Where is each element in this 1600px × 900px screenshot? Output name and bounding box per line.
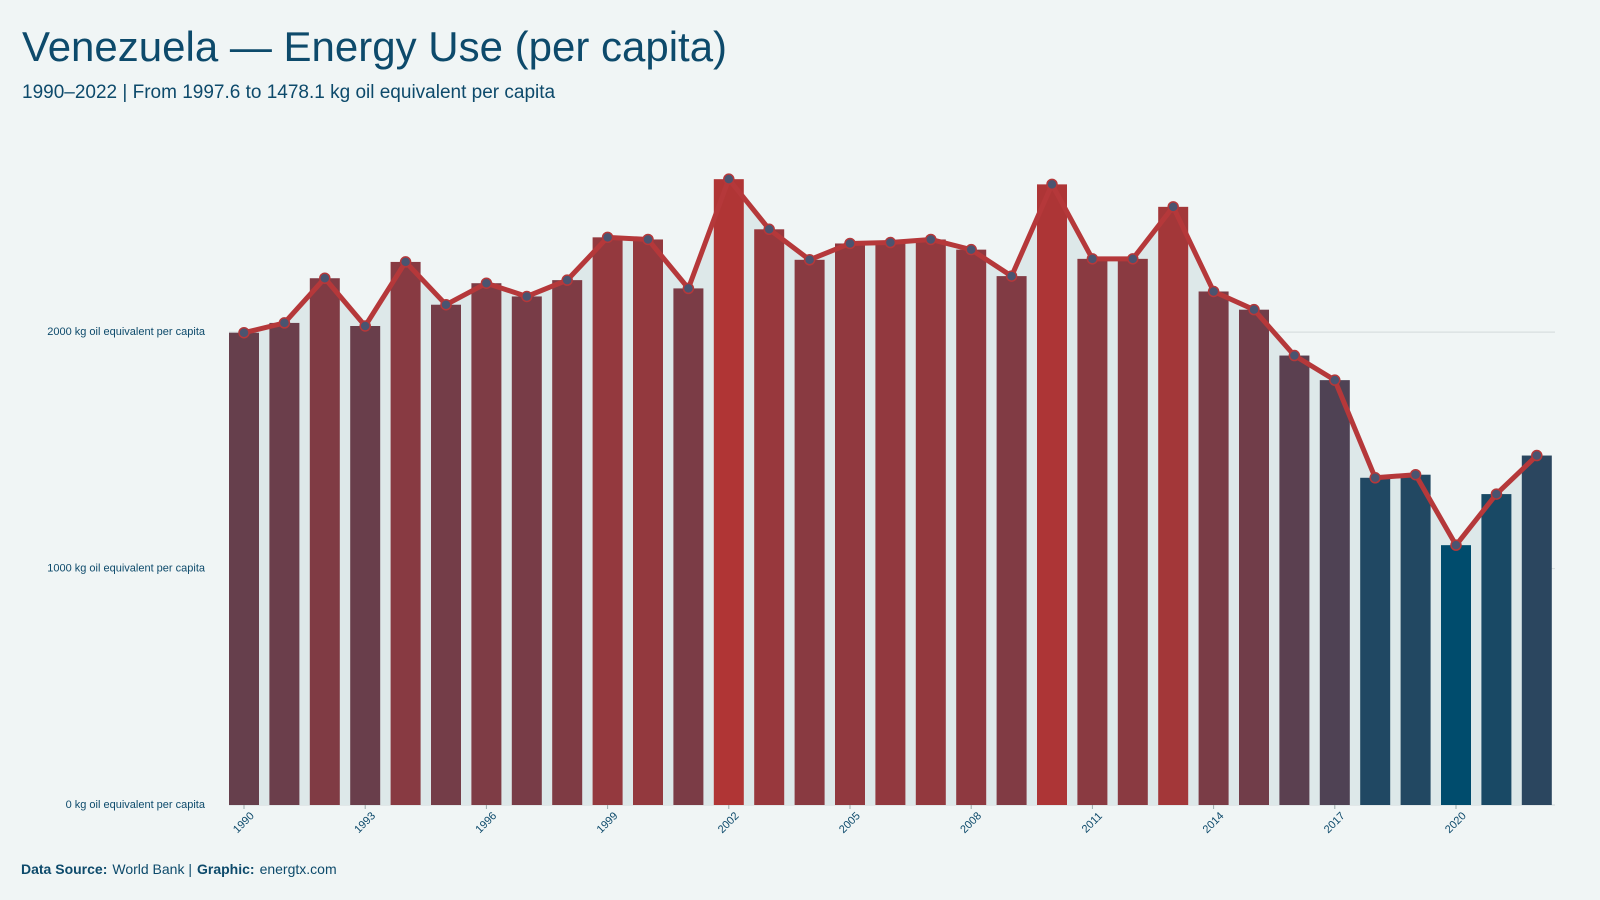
point xyxy=(1046,178,1058,191)
point xyxy=(1531,449,1543,462)
point xyxy=(480,277,493,289)
footer-part: Data Source: xyxy=(21,861,107,877)
bar xyxy=(1319,380,1350,805)
footer: Data Source: World Bank | Graphic: energtx.… xyxy=(21,861,337,877)
bar xyxy=(875,242,906,805)
footer-part: energtx.com xyxy=(260,861,337,877)
point xyxy=(399,256,412,268)
footer-part: Graphic: xyxy=(197,861,255,877)
point xyxy=(884,236,897,249)
bar xyxy=(350,325,381,805)
point xyxy=(1086,253,1099,265)
point xyxy=(319,272,331,284)
bar xyxy=(1198,291,1229,805)
y-tick-label: 2000 kg oil equivalent per capita xyxy=(47,326,206,338)
bar xyxy=(633,239,663,805)
point xyxy=(238,326,250,339)
point xyxy=(1005,270,1018,282)
point xyxy=(1207,285,1220,298)
bar xyxy=(794,259,825,805)
point xyxy=(763,223,775,236)
bar xyxy=(1521,455,1552,805)
point xyxy=(682,282,695,295)
point xyxy=(1127,253,1139,265)
bar xyxy=(592,237,623,805)
chart-title: Venezuela — Energy Use (per capita) xyxy=(22,23,727,70)
bar xyxy=(552,280,583,806)
point xyxy=(844,237,856,250)
bar xyxy=(390,261,421,805)
point xyxy=(601,231,614,244)
point xyxy=(1167,201,1179,213)
bar xyxy=(511,296,542,805)
point xyxy=(723,173,735,185)
point xyxy=(278,317,291,329)
point xyxy=(1450,539,1462,551)
bar xyxy=(835,243,865,805)
point xyxy=(1490,488,1503,500)
bar xyxy=(269,322,300,805)
bar xyxy=(1481,494,1512,805)
bar xyxy=(431,304,461,805)
point xyxy=(521,290,533,303)
point xyxy=(965,243,977,256)
bar xyxy=(915,239,946,805)
point xyxy=(440,298,452,311)
point xyxy=(1329,374,1341,386)
bar xyxy=(1077,258,1108,806)
bar xyxy=(996,276,1027,806)
bar xyxy=(1117,258,1148,806)
bar xyxy=(1037,184,1067,805)
point xyxy=(1248,303,1260,316)
bar xyxy=(713,179,744,805)
bar xyxy=(471,283,502,805)
bar xyxy=(1158,206,1189,806)
point xyxy=(642,233,654,246)
chart-subtitle: 1990–2022 | From 1997.6 to 1478.1 kg oil… xyxy=(22,82,556,103)
point xyxy=(925,233,937,246)
bar xyxy=(673,288,704,805)
bar xyxy=(309,278,340,805)
point xyxy=(1288,349,1301,362)
point xyxy=(561,274,573,286)
y-tick-label: 1000 kg oil equivalent per capita xyxy=(47,562,206,574)
point xyxy=(359,320,371,332)
bar xyxy=(956,249,987,806)
point xyxy=(803,254,816,266)
bar xyxy=(1279,355,1310,805)
bar xyxy=(1360,477,1391,805)
y-tick-label: 0 kg oil equivalent per capita xyxy=(66,799,206,811)
point xyxy=(1369,472,1381,484)
bar xyxy=(229,332,259,805)
bar xyxy=(754,229,785,805)
bar xyxy=(1441,545,1471,805)
bar xyxy=(1400,474,1431,805)
footer-part: World Bank | xyxy=(112,861,192,877)
bar xyxy=(1239,309,1269,805)
point xyxy=(1409,468,1422,481)
